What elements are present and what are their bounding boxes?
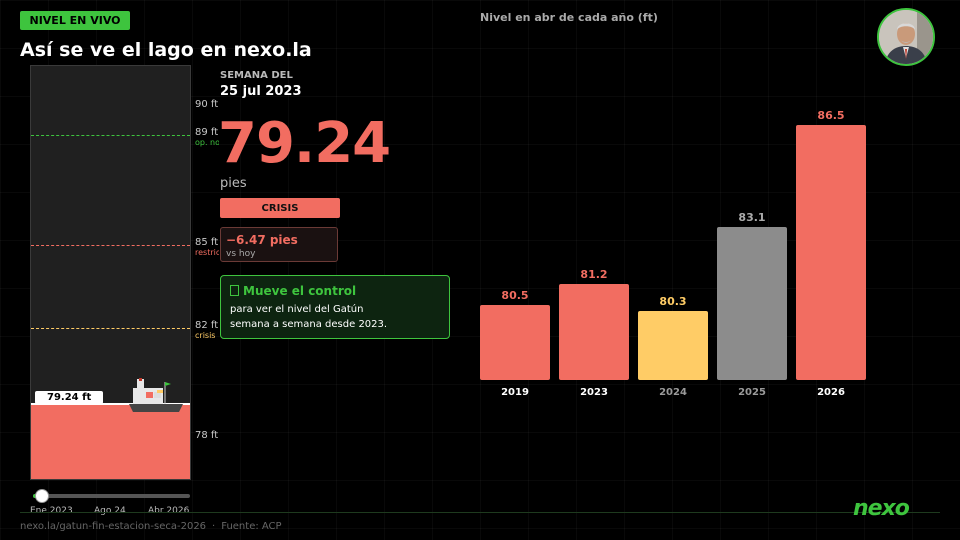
week-date: 25 jul 2023 [220,84,302,99]
bar-2023 [559,284,629,380]
status-badge: CRISIS [220,198,340,218]
gauge-threshold-line [31,244,190,246]
lake-level-gauge: 79.24 ft [30,65,191,480]
slider-label-start: Ene 2023 [30,506,73,516]
gauge-threshold-line [31,134,190,136]
gauge-tick-label: 89 ft [195,126,219,138]
gauge-tick-sublabel: op. normal [195,137,219,147]
week-label: SEMANA DEL [220,70,293,81]
brand-logo: nexo [853,496,910,521]
gauge-tick-label: 82 ft [195,319,219,331]
bar-2026 [796,125,866,380]
delta-box: −6.47 pies vs hoy [220,227,338,262]
bar-2019 [480,305,550,380]
hand-pointer-icon [230,285,239,296]
footer-separator: · [212,521,216,532]
x-tick-label: 2023 [580,387,608,398]
bar-value-label: 83.1 [738,211,765,224]
page-title: Así se ve el lago en nexo.la [20,39,312,61]
hint-line-2: semana a semana desde 2023. [230,318,388,330]
delta-value: −6.47 pies [226,233,298,247]
x-tick-label: 2026 [817,387,845,398]
person-photo-icon [879,10,933,64]
level-value: 79.24 [218,111,391,176]
bar-value-label: 80.3 [659,295,686,308]
time-slider-thumb[interactable] [34,489,49,503]
bar-2025 [717,227,787,380]
avatar [877,8,935,66]
gauge-water-surface [31,402,190,405]
bar-value-label: 86.5 [817,109,844,122]
live-badge: NIVEL EN VIVO [20,11,130,30]
hint-title-text: Mueve el control [243,284,357,298]
hint-text: para ver el nivel del Gatún semana a sem… [230,303,440,332]
gauge-tick-sublabel: crisis [195,330,216,340]
footer-url[interactable]: nexo.la/gatun-fin-estacion-seca-2026 [20,521,207,532]
x-tick-label: 2024 [659,387,687,398]
delta-sub: vs hoy [226,249,256,259]
level-unit: pies [220,176,247,191]
gauge-threshold-line [31,327,190,329]
x-tick-label: 2019 [501,387,529,398]
gauge-tick-label: 90 ft [195,99,219,111]
chart-title: Nivel en abr de cada año (ft) [480,11,658,24]
gauge-tick-label: 78 ft [195,429,219,441]
gauge-water-fill [31,403,190,479]
bar-value-label: 80.5 [501,289,528,302]
footer: nexo.la/gatun-fin-estacion-seca-2026 · Fue… [20,521,282,532]
slider-label-mid: Ago 24 [94,506,126,516]
x-tick-label: 2025 [738,387,766,398]
time-slider-track[interactable] [33,494,190,498]
hint-box: Mueve el control para ver el nivel del G… [220,275,450,339]
footer-source: Fuente: ACP [221,521,282,532]
gauge-tick-label: 85 ft [195,236,219,248]
hint-title: Mueve el control [230,284,440,298]
slider-label-end: Abr 2026 [148,506,190,516]
bar-2024 [638,311,708,380]
gauge-current-label: 79.24 ft [35,390,104,404]
gauge-tick-sublabel: restricción [195,247,219,257]
ship-icon [129,377,183,412]
footer-rule [20,512,940,513]
hint-line-1: para ver el nivel del Gatún [230,304,364,315]
bar-value-label: 81.2 [580,268,607,281]
